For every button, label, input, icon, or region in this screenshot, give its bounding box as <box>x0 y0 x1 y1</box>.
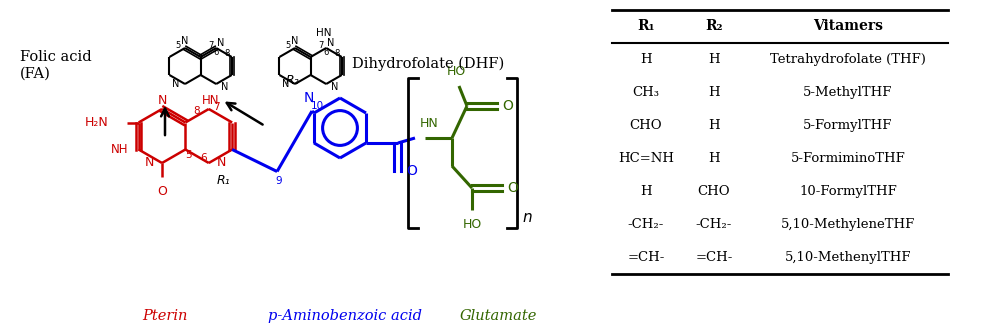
Text: 5: 5 <box>185 150 192 160</box>
Text: R₁: R₁ <box>217 174 230 187</box>
Text: H: H <box>708 119 720 132</box>
Text: HN: HN <box>420 117 439 130</box>
Text: Tetrahydrofolate (THF): Tetrahydrofolate (THF) <box>770 53 926 66</box>
Text: 5,10-MethenylTHF: 5,10-MethenylTHF <box>785 251 911 264</box>
Text: Vitamers: Vitamers <box>813 19 883 34</box>
Text: R₂: R₂ <box>705 19 723 34</box>
Text: CH₃: CH₃ <box>632 86 659 99</box>
Text: N: N <box>327 38 335 48</box>
Text: H: H <box>708 53 720 66</box>
Text: 10: 10 <box>310 101 324 111</box>
Text: N: N <box>158 94 166 108</box>
Text: =CH-: =CH- <box>627 251 665 264</box>
Text: HO: HO <box>463 218 482 231</box>
Text: N: N <box>291 36 299 46</box>
Text: 6: 6 <box>213 48 218 57</box>
Text: -CH₂-: -CH₂- <box>696 218 732 231</box>
Text: 8: 8 <box>193 106 200 116</box>
Text: H: H <box>640 185 652 198</box>
Text: H: H <box>708 152 720 165</box>
Text: HN: HN <box>202 93 219 107</box>
Text: Dihydrofolate (DHF): Dihydrofolate (DHF) <box>352 57 504 71</box>
Text: N: N <box>304 91 314 105</box>
Text: N: N <box>221 82 228 92</box>
Text: p-Aminobenzoic acid: p-Aminobenzoic acid <box>268 309 422 323</box>
Text: N: N <box>216 157 226 169</box>
Text: HO: HO <box>447 65 466 78</box>
Text: (FA): (FA) <box>20 67 51 81</box>
Text: H: H <box>708 86 720 99</box>
Text: 9: 9 <box>276 176 282 186</box>
Text: 5: 5 <box>286 42 291 50</box>
Text: 7: 7 <box>213 102 220 112</box>
Text: Glutamate: Glutamate <box>460 309 536 323</box>
Text: NH: NH <box>111 143 129 156</box>
Text: 6: 6 <box>323 48 329 57</box>
Text: HC=NH: HC=NH <box>618 152 674 165</box>
Text: N: N <box>181 36 188 46</box>
Text: 6: 6 <box>200 153 207 163</box>
Text: Folic acid: Folic acid <box>20 50 92 64</box>
Text: N: N <box>217 38 225 48</box>
Text: O: O <box>501 99 512 113</box>
Text: O: O <box>507 181 517 195</box>
Text: O: O <box>406 164 417 178</box>
Text: 10-FormylTHF: 10-FormylTHF <box>800 185 897 198</box>
Text: CHO: CHO <box>630 119 662 132</box>
Text: 5-FormylTHF: 5-FormylTHF <box>804 119 892 132</box>
Text: 5-MethylTHF: 5-MethylTHF <box>804 86 892 99</box>
Text: 7: 7 <box>208 42 214 50</box>
Text: H₂N: H₂N <box>85 116 109 129</box>
Text: CHO: CHO <box>698 185 731 198</box>
Text: 8: 8 <box>334 49 340 58</box>
Text: 5: 5 <box>175 42 181 50</box>
Text: O: O <box>158 185 166 198</box>
Text: R₁: R₁ <box>637 19 655 34</box>
Text: N: N <box>171 79 179 89</box>
Text: N: N <box>281 79 289 89</box>
Text: 7: 7 <box>318 42 324 50</box>
Text: n: n <box>522 210 531 225</box>
Text: =CH-: =CH- <box>695 251 733 264</box>
Text: HN: HN <box>316 28 332 38</box>
Text: -CH₂-: -CH₂- <box>628 218 664 231</box>
Text: Pterin: Pterin <box>143 309 187 323</box>
Text: 5,10-MethyleneTHF: 5,10-MethyleneTHF <box>781 218 915 231</box>
Text: N: N <box>331 82 339 92</box>
Text: H: H <box>640 53 652 66</box>
Text: R₂: R₂ <box>285 75 299 87</box>
Text: 8: 8 <box>224 49 229 58</box>
Text: 5-FormiminoTHF: 5-FormiminoTHF <box>791 152 905 165</box>
Text: N: N <box>145 157 154 169</box>
